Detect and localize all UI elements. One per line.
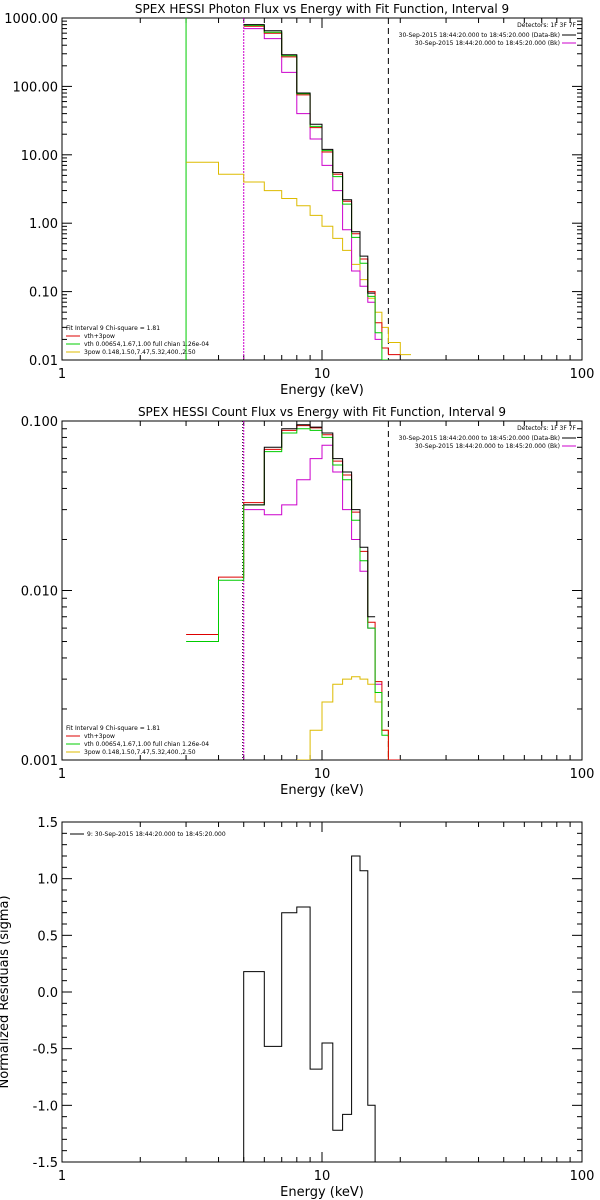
series-vth (243, 24, 389, 360)
x-tick-label: 1 (58, 367, 66, 382)
y-tick-label: -1.0 (33, 1099, 58, 1114)
x-tick-label: 100 (570, 767, 595, 782)
x-axis-label: Energy (keV) (280, 783, 364, 798)
plot-area (186, 421, 401, 760)
y-tick-label: 0.010 (21, 585, 58, 600)
y-tick-label: 1.5 (37, 816, 58, 831)
y-tick-label: 0.5 (37, 929, 58, 944)
legend-top-label: 30-Sep-2015 18:44:20.000 to 18:45:20.000… (415, 443, 560, 450)
y-tick-label: 100.00 (13, 80, 59, 95)
legend-fit-label: Fit Interval 9 Chi-square = 1.81 (66, 325, 160, 332)
axes-1: 1 10 100 Energy (keV) 0.001 0.010 0.100 SPEX HE… (21, 405, 595, 798)
legend-fit-label: vth 0.00654,1.67,1.00 full chian 1.26e-0… (84, 341, 209, 348)
x-tick-label: 10 (314, 767, 331, 782)
series-vth (186, 428, 389, 736)
y-tick-label: 1.00 (29, 217, 58, 232)
chart-title: SPEX HESSI Count Flux vs Energy with Fit… (138, 405, 506, 419)
legend-top-label: 30-Sep-2015 18:44:20.000 to 18:45:20.000… (399, 435, 560, 442)
chart-title: SPEX HESSI Photon Flux vs Energy with Fi… (135, 2, 509, 16)
x-tick-label: 10 (314, 367, 331, 382)
plot-frame (61, 821, 583, 1163)
y-axis-label: Normalized Residuals (sigma) (0, 895, 12, 1088)
series-data-bk (243, 24, 376, 294)
legend-fit-label: 3pow 0.148,1.50,7.47,5.32,400.,2.50 (84, 749, 196, 756)
x-tick-label: 100 (570, 367, 595, 382)
legend-fit-label: vth+3pow (84, 733, 115, 740)
series-3pow (186, 161, 411, 356)
x-tick-label: 1 (58, 1169, 66, 1184)
axes-0: 1 10 100 Energy (keV) 0.01 0.10 1.00 10.00 100.0… (4, 2, 594, 398)
y-tick-label: 0.100 (21, 415, 58, 430)
series-data-bk (243, 424, 376, 618)
plot-area (243, 855, 376, 1162)
y-tick-label: 0.001 (21, 754, 58, 769)
legend-label: 9: 30-Sep-2015 18:44:20.000 to 18:45:20.… (87, 831, 226, 838)
detectors-label: Detectors: 1F 3F 7F (517, 22, 576, 29)
y-tick-label: 0.10 (29, 286, 58, 301)
legend-fit-label: Fit Interval 9 Chi-square = 1.81 (66, 725, 160, 732)
legend-fit-label: 3pow 0.148,1.50,7.47,5.32,400.,2.50 (84, 349, 196, 356)
y-tick-label: 0.01 (29, 354, 58, 369)
y-tick-label: 1000.00 (4, 12, 58, 27)
detectors-label: Detectors: 1F 3F 7F (517, 425, 576, 432)
legend-top-label: 30-Sep-2015 18:44:20.000 to 18:45:20.000… (415, 40, 560, 47)
legend-fit-label: vth 0.00654,1.67,1.00 full chian 1.26e-0… (84, 741, 209, 748)
y-tick-label: 1.0 (37, 873, 58, 888)
y-tick-label: 0.0 (37, 986, 58, 1001)
series-3pow (296, 676, 401, 760)
legend-top-label: 30-Sep-2015 18:44:20.000 to 18:45:20.000… (399, 32, 560, 39)
legend-fit-label: vth+3pow (84, 333, 115, 340)
y-tick-label: -1.5 (33, 1156, 58, 1171)
plot-area (185, 18, 411, 360)
y-tick-label: 10.00 (21, 149, 58, 164)
axes-2: 1 10 100 Energy (keV) -1.5 -1.0 -0.5 0.0 0.5 1.0 1… (0, 816, 594, 1200)
residuals-series (243, 855, 376, 1162)
x-tick-label: 1 (58, 767, 66, 782)
y-tick-label: -0.5 (33, 1043, 58, 1058)
plot-frame (61, 17, 583, 361)
x-tick-label: 100 (570, 1169, 595, 1184)
x-axis-label: Energy (keV) (280, 383, 364, 398)
x-axis-label: Energy (keV) (280, 1185, 364, 1200)
x-tick-label: 10 (314, 1169, 331, 1184)
